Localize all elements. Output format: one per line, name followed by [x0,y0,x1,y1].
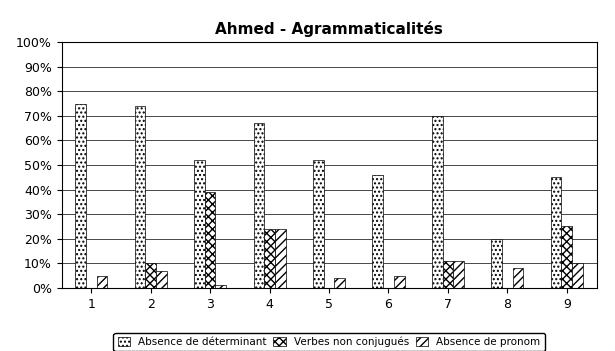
Bar [205,192,215,288]
Bar [432,116,443,288]
Bar [215,285,226,288]
Bar [453,261,464,288]
Bar [373,175,383,288]
Bar [394,276,405,288]
Bar [335,278,345,288]
Bar [313,160,323,288]
Title: Ahmed - Agrammaticalités: Ahmed - Agrammaticalités [215,21,443,37]
Bar [572,263,583,288]
Legend: Absence de déterminant, Verbes non conjugués, Absence de pronom: Absence de déterminant, Verbes non conju… [113,333,545,351]
Bar [491,239,502,288]
Bar [75,104,86,288]
Bar [561,226,572,288]
Bar [275,229,285,288]
Bar [551,177,561,288]
Bar [145,263,156,288]
Bar [156,271,167,288]
Bar [513,268,523,288]
Bar [443,261,453,288]
Bar [253,123,264,288]
Bar [264,229,275,288]
Bar [97,276,107,288]
Bar [135,106,145,288]
Bar [194,160,205,288]
